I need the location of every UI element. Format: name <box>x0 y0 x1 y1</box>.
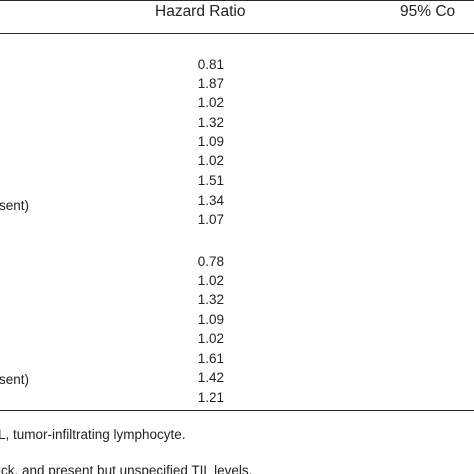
group1-value: 1.34 <box>197 193 224 208</box>
group2-value: 0.78 <box>197 254 224 269</box>
group1-value: 1.09 <box>197 134 224 149</box>
group1-value: 1.87 <box>197 76 224 91</box>
group2-value: 1.09 <box>197 312 224 327</box>
group1-value: 1.02 <box>197 95 224 110</box>
header-rule <box>0 33 474 34</box>
group2-value: 1.02 <box>197 331 224 346</box>
group2-row-label: sent) <box>0 372 30 387</box>
confidence-interval-header: 95% Co <box>400 3 456 20</box>
group1-value: 1.07 <box>197 212 224 227</box>
group1-value: 1.02 <box>197 153 224 168</box>
top-rule <box>0 0 474 1</box>
bottom-rule <box>0 410 474 411</box>
footnote-definition: ick, and present but unspecified TIL lev… <box>0 463 253 474</box>
group1-value: 1.51 <box>197 173 224 188</box>
group1-row-label: sent) <box>0 198 30 213</box>
hazard-ratio-header: Hazard Ratio <box>155 3 246 20</box>
group2-value: 1.21 <box>197 390 224 405</box>
group1-value: 0.81 <box>197 57 224 72</box>
group2-value: 1.32 <box>197 292 224 307</box>
group2-value: 1.61 <box>197 351 224 366</box>
group1-value: 1.32 <box>197 115 224 130</box>
group2-value: 1.02 <box>197 273 224 288</box>
footnote-abbreviation: L, tumor-infiltrating lymphocyte. <box>0 427 186 442</box>
group2-value: 1.42 <box>197 370 224 385</box>
